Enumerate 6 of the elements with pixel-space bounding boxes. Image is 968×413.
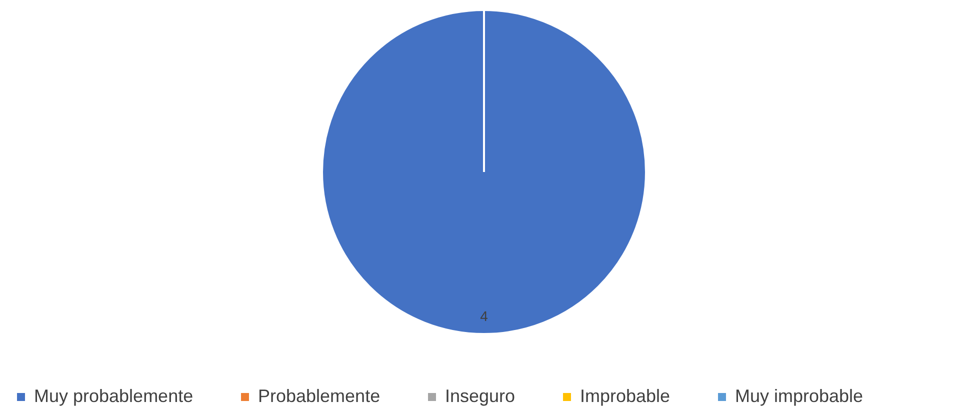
legend-label: Inseguro: [445, 386, 516, 406]
legend-label: Muy improbable: [735, 386, 864, 406]
legend-label: Probablemente: [258, 386, 380, 406]
data-label: 4: [480, 308, 488, 324]
legend-label: Muy probablemente: [34, 386, 194, 406]
legend-label: Improbable: [580, 386, 670, 406]
